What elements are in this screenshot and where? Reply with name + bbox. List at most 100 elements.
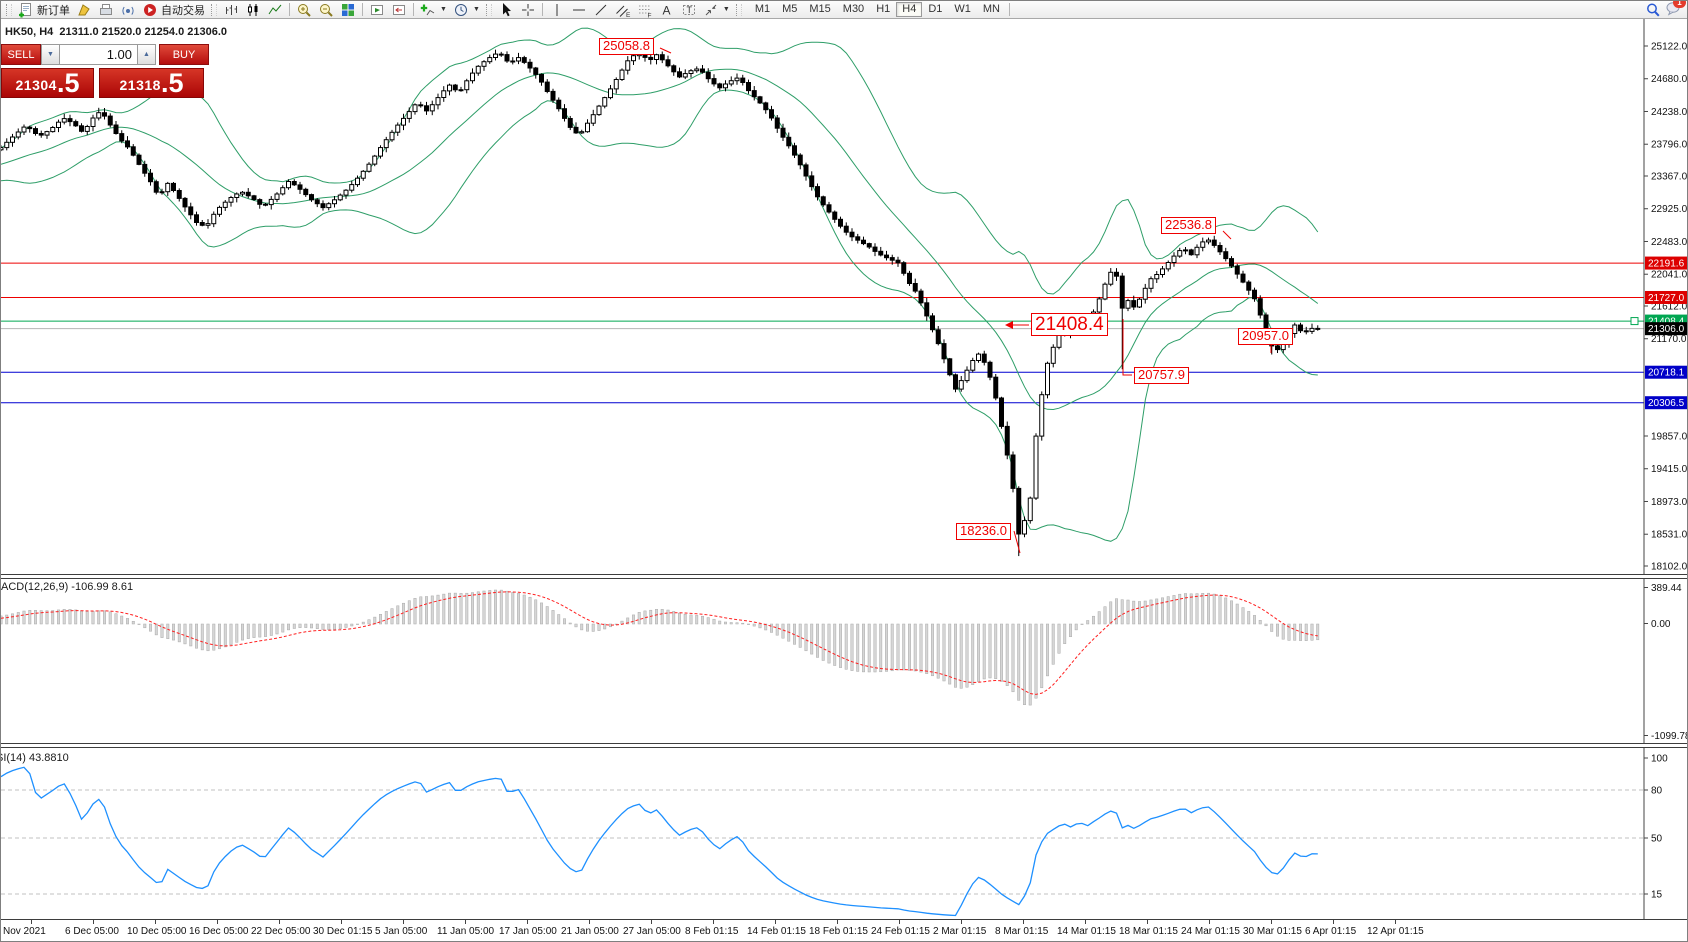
price-annotation[interactable]: 18236.0 — [956, 523, 1011, 540]
time-axis[interactable]: Nov 2021 6 Dec 05:00 10 Dec 05:00 16 Dec 05… — [1, 919, 1687, 941]
label-tool[interactable]: T — [678, 2, 700, 18]
timeframe-h1[interactable]: H1 — [876, 3, 891, 15]
crosshair-button[interactable] — [517, 2, 539, 18]
zoom-out-button[interactable] — [315, 2, 337, 18]
toolbar-grip[interactable] — [211, 3, 217, 16]
svg-text:19415.0: 19415.0 — [1651, 464, 1688, 475]
line-chart-button[interactable] — [264, 2, 286, 18]
auto-scroll-icon — [369, 2, 385, 18]
timeframe-m1[interactable]: M1 — [754, 3, 771, 15]
timeframe-mn[interactable]: MN — [982, 3, 1000, 15]
buy-price-button[interactable]: 21318 .5 — [99, 68, 204, 98]
notification-badge: 1 — [1673, 1, 1686, 8]
price-chart-panel[interactable]: 25122.0 24680.0 24238.0 23796.0 23367.0 22925… — [1, 19, 1688, 574]
panel-splitter[interactable] — [1, 574, 1687, 579]
svg-text:24238.0: 24238.0 — [1651, 107, 1688, 118]
time-axis-label: 24 Mar 01:15 — [1181, 926, 1240, 937]
timeframe-m15[interactable]: M15 — [809, 3, 831, 15]
svg-text:T: T — [686, 5, 692, 15]
time-tick — [899, 920, 900, 924]
volume-increase-button[interactable]: ▲ — [137, 44, 156, 65]
time-axis-label: 18 Feb 01:15 — [809, 926, 868, 937]
sell-price-main: 21304 — [15, 77, 57, 93]
time-tick — [403, 920, 404, 924]
time-tick — [837, 920, 838, 924]
panel-splitter[interactable] — [1, 743, 1687, 748]
time-axis-label: 8 Mar 01:15 — [995, 926, 1049, 937]
toolbar-grip[interactable] — [735, 3, 742, 16]
bar-chart-button[interactable] — [220, 2, 242, 18]
equidistant-channel-icon: E — [615, 2, 631, 18]
zoom-in-button[interactable] — [293, 2, 315, 18]
time-axis-label: 18 Mar 01:15 — [1119, 926, 1178, 937]
cursor-button[interactable] — [495, 2, 517, 18]
macd-signal-line — [1, 591, 1318, 695]
sell-button[interactable]: SELL — [1, 44, 41, 65]
volume-input[interactable]: 1.00 — [60, 44, 137, 65]
timeframe-w1[interactable]: W1 — [954, 3, 971, 15]
svg-text:21612.0: 21612.0 — [1651, 302, 1688, 313]
crosshair-icon — [520, 2, 536, 18]
rsi-panel[interactable]: 100 80 50 15 — [1, 748, 1688, 919]
auto-trading-label: 自动交易 — [161, 4, 205, 17]
toolbar-grip[interactable] — [6, 3, 12, 16]
rsi-indicator-label: SI(14) 43.8810 — [0, 752, 69, 764]
hline-end-marker — [1630, 317, 1639, 326]
timeframe-d1[interactable]: D1 — [928, 3, 943, 15]
trendline-tool[interactable] — [590, 2, 612, 18]
profiles-button[interactable] — [95, 2, 117, 18]
bollinger-middle-band — [1, 68, 1319, 411]
new-chart-button[interactable] — [73, 2, 95, 18]
tile-windows-button[interactable] — [337, 2, 359, 18]
notifications-button[interactable]: 1 — [1665, 1, 1686, 19]
time-axis-label: Nov 2021 — [3, 926, 46, 937]
broadcast-button[interactable] — [117, 2, 139, 18]
text-label-icon: T — [681, 2, 697, 18]
indicators-button[interactable]: ▼ — [417, 2, 450, 18]
search-icon[interactable] — [1645, 2, 1661, 18]
timeframe-m5[interactable]: M5 — [782, 3, 798, 15]
auto-trading-button[interactable]: 自动交易 — [139, 2, 208, 18]
periods-button[interactable]: ▼ — [450, 2, 483, 18]
auto-scroll-button[interactable] — [366, 2, 388, 18]
channel-tool[interactable]: E — [612, 2, 634, 18]
macd-panel[interactable]: 389.44 0.00 -1099.78 — [1, 579, 1688, 743]
sell-price-button[interactable]: 21304 .5 — [1, 68, 94, 98]
auto-trading-icon — [142, 2, 158, 18]
shapes-tool[interactable]: ▼ — [700, 2, 733, 18]
candlestick-chart-button[interactable] — [242, 2, 264, 18]
chart-shift-button[interactable] — [388, 2, 410, 18]
text-icon: A — [659, 2, 675, 18]
new-order-button[interactable]: 新订单 — [15, 2, 73, 18]
svg-text:23367.0: 23367.0 — [1651, 172, 1688, 183]
chart-window[interactable]: HK50, H4 21311.0 21520.0 21254.0 21306.0… — [0, 19, 1688, 941]
time-tick — [155, 920, 156, 924]
timeframe-h4[interactable]: H4 — [896, 2, 923, 17]
text-tool[interactable]: A — [656, 2, 678, 18]
time-axis-label: 2 Mar 01:15 — [933, 926, 987, 937]
bollinger-upper-band — [1, 27, 1319, 295]
timeframe-m30[interactable]: M30 — [842, 3, 865, 15]
toolbar-separator — [413, 3, 414, 16]
svg-text:22191.6: 22191.6 — [1648, 259, 1685, 270]
dropdown-caret-icon: ▼ — [722, 6, 730, 13]
tile-windows-icon — [340, 2, 356, 18]
buy-button[interactable]: BUY — [159, 44, 209, 65]
time-axis-label: 6 Dec 05:00 — [65, 926, 119, 937]
price-annotation[interactable]: 20757.9 — [1134, 367, 1189, 384]
fibonacci-tool[interactable]: F — [634, 2, 656, 18]
vertical-line-tool[interactable] — [546, 2, 568, 18]
time-tick — [961, 920, 962, 924]
cursor-icon — [498, 2, 514, 18]
price-annotation[interactable]: 25058.8 — [599, 38, 654, 55]
svg-text:80: 80 — [1651, 786, 1663, 797]
volume-decrease-button[interactable]: ▼ — [41, 44, 60, 65]
svg-text:19857.0: 19857.0 — [1651, 432, 1688, 443]
toolbar-grip[interactable] — [485, 3, 492, 16]
price-annotation[interactable]: 20957.0 — [1238, 328, 1293, 345]
price-annotation[interactable]: 21408.4 — [1031, 313, 1108, 337]
annotation-connectors — [659, 47, 1272, 554]
price-annotation[interactable]: 22536.8 — [1161, 217, 1216, 234]
bar-chart-icon — [223, 2, 239, 18]
horizontal-line-tool[interactable] — [568, 2, 590, 18]
